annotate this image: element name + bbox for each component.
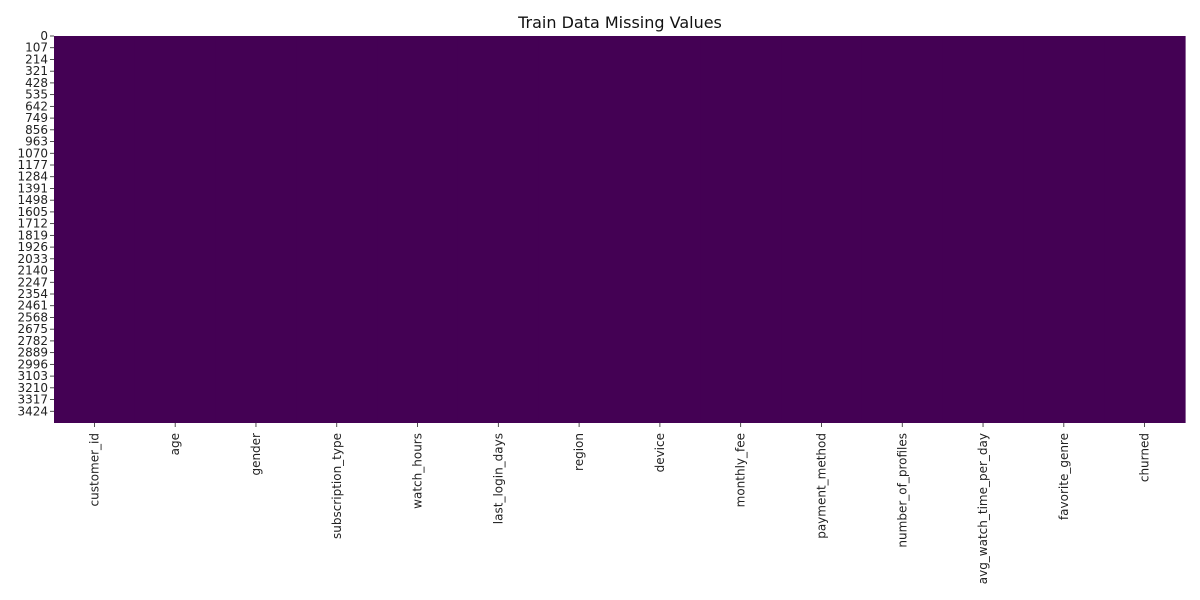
x-tick-label-watch-hours: watch_hours	[411, 433, 425, 509]
x-tick-label-churned: churned	[1138, 433, 1152, 482]
heatmap-column-churned	[1104, 36, 1186, 423]
y-tick-label: 3103	[17, 369, 48, 383]
y-tick-label: 0	[40, 29, 48, 43]
heatmap-column-region	[538, 36, 621, 423]
y-tick-label: 1926	[17, 240, 48, 254]
heatmap-column-number-of-profiles	[861, 36, 944, 423]
y-tick-label: 1819	[17, 228, 48, 242]
y-tick-label: 2782	[17, 334, 48, 348]
heatmap-column-favorite-genre	[1023, 36, 1105, 423]
heatmap-cells	[54, 36, 1186, 423]
heatmap-column-device	[619, 36, 701, 423]
y-tick-label: 2889	[17, 346, 48, 360]
y-tick-label: 3210	[17, 381, 48, 395]
x-tick-label-subscription-type: subscription_type	[330, 433, 344, 539]
y-tick-label: 642	[25, 99, 48, 113]
x-tick-label-last-login-days: last_login_days	[491, 433, 505, 524]
y-tick-label: 107	[25, 41, 48, 55]
y-tick-label: 1712	[17, 217, 48, 231]
y-tick-label: 2461	[17, 299, 48, 313]
x-tick-label-customer-id: customer_id	[87, 433, 101, 506]
y-tick-label: 2033	[17, 252, 48, 266]
y-tick-label: 321	[25, 64, 48, 78]
y-tick-label: 1070	[17, 146, 48, 160]
x-tick-label-avg-watch-time-per-day: avg_watch_time_per_day	[976, 433, 990, 584]
x-tick-label-payment-method: payment_method	[814, 433, 828, 539]
heatmap-column-watch-hours	[377, 36, 459, 423]
heatmap-column-payment-method	[781, 36, 863, 423]
heatmap-column-gender	[215, 36, 297, 423]
heatmap-column-age	[134, 36, 217, 423]
y-tick-label: 2354	[17, 287, 48, 301]
y-tick-label: 2247	[17, 275, 48, 289]
chart-title: Train Data Missing Values	[517, 13, 722, 32]
x-tick-label-age: age	[168, 433, 182, 455]
y-tick-label: 1391	[17, 181, 48, 195]
y-tick-label: 2568	[17, 310, 48, 324]
x-tick-label-device: device	[653, 433, 667, 472]
y-tick-label: 3424	[17, 404, 48, 418]
y-tick-label: 856	[25, 123, 48, 137]
y-tick-label: 1498	[17, 193, 48, 207]
y-tick-label: 3317	[17, 393, 48, 407]
x-axis: customer_id age gender subscription_type wat…	[87, 423, 1152, 584]
heatmap-column-avg-watch-time-per-day	[942, 36, 1025, 423]
y-tick-label: 2140	[17, 264, 48, 278]
y-tick-label: 428	[25, 76, 48, 90]
y-tick-label: 1284	[17, 170, 48, 184]
y-tick-label: 2675	[17, 322, 48, 336]
heatmap-column-customer-id	[54, 36, 136, 423]
x-tick-label-monthly-fee: monthly_fee	[734, 433, 748, 507]
x-tick-label-favorite-genre: favorite_genre	[1057, 433, 1071, 520]
x-tick-label-number-of-profiles: number_of_profiles	[895, 433, 909, 548]
y-tick-label: 1177	[17, 158, 48, 172]
x-tick-label-gender: gender	[249, 433, 263, 476]
y-tick-label: 963	[25, 135, 48, 149]
heatmap-column-last-login-days	[457, 36, 540, 423]
y-tick-label: 749	[25, 111, 48, 125]
y-tick-label: 2996	[17, 357, 48, 371]
y-tick-label: 1605	[17, 205, 48, 219]
heatmap-column-monthly-fee	[700, 36, 782, 423]
y-tick-label: 535	[25, 88, 48, 102]
y-axis: 0107214321428535642749856963107011771284…	[17, 29, 54, 418]
y-tick-label: 214	[25, 52, 48, 66]
x-tick-label-region: region	[572, 433, 586, 471]
heatmap-column-subscription-type	[296, 36, 378, 423]
